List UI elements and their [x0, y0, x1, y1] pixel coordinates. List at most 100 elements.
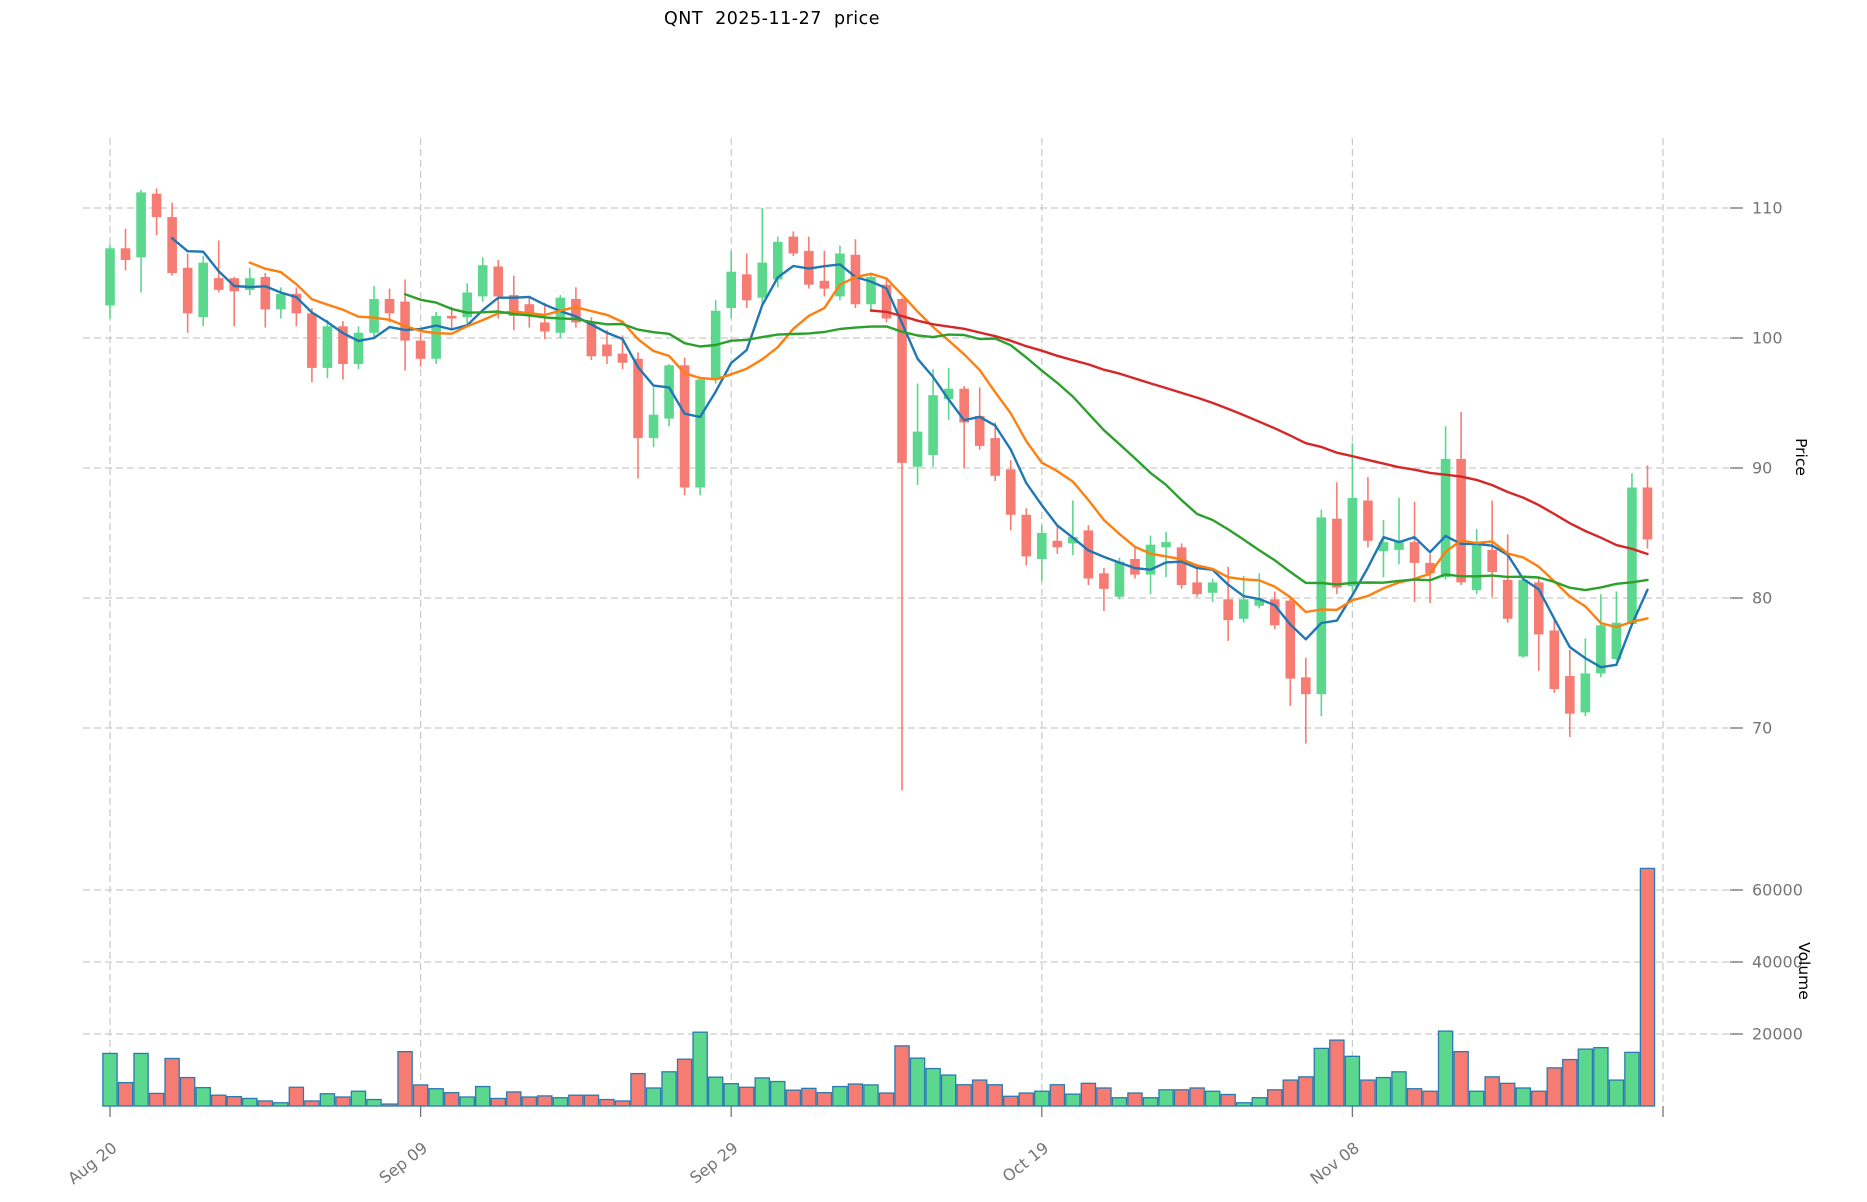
candle-body — [866, 276, 876, 305]
volume-bar — [490, 1097, 506, 1107]
ma10-line — [248, 261, 1649, 629]
volume-bar — [381, 1103, 398, 1107]
x-tick-label: Sep 29 — [686, 1138, 742, 1187]
candle-body — [415, 340, 426, 359]
candle-body — [1316, 517, 1327, 695]
volume-bar — [1468, 1090, 1485, 1107]
volume-tick-label: 40000 — [1752, 953, 1803, 972]
volume-bar — [133, 1052, 149, 1107]
x-tick-label: Aug 20 — [64, 1138, 120, 1188]
volume-bar — [1313, 1047, 1330, 1107]
volume-bar — [894, 1045, 910, 1107]
volume-bar — [304, 1100, 320, 1107]
candle-body — [602, 344, 612, 357]
candle-body — [151, 193, 162, 218]
candle-body — [1114, 561, 1125, 597]
volume-bar — [707, 1076, 724, 1107]
volume-bar — [459, 1096, 475, 1107]
volume-bar — [1453, 1050, 1469, 1107]
volume-bar — [738, 1086, 755, 1107]
volume-bar — [987, 1084, 1003, 1107]
candle-body — [633, 358, 643, 439]
volume-bar — [583, 1094, 600, 1107]
candle-body — [1502, 579, 1513, 619]
candle-body — [571, 299, 581, 323]
candle-body — [431, 315, 441, 359]
candle-body — [586, 322, 597, 357]
candle-body — [400, 301, 410, 341]
candle-body — [1378, 542, 1389, 552]
candle-body — [291, 293, 302, 314]
candle-body — [136, 192, 146, 258]
price-tick-label: 110 — [1752, 199, 1783, 218]
candle-body — [1596, 625, 1606, 674]
volume-bar — [863, 1084, 879, 1107]
candle-body — [1471, 542, 1482, 591]
price-axis-label: Price — [1791, 438, 1810, 476]
volume-bar — [226, 1095, 242, 1107]
volume-bar — [1002, 1095, 1019, 1107]
volume-bar — [1422, 1090, 1438, 1107]
candle-body — [726, 271, 736, 309]
candle-body — [1580, 673, 1591, 713]
volume-bar — [210, 1094, 227, 1107]
volume-bar — [1515, 1087, 1531, 1107]
candle-body — [664, 365, 674, 419]
price-tick-label: 70 — [1752, 719, 1772, 738]
volume-bar — [552, 1097, 569, 1107]
candle-body — [213, 278, 224, 290]
candle-body — [928, 395, 938, 455]
volume-bar — [397, 1050, 413, 1107]
candle-body — [1285, 600, 1296, 679]
candle-body — [1440, 458, 1451, 578]
candle-body — [1409, 542, 1420, 563]
candle-body — [1254, 599, 1265, 606]
volume-bar — [1562, 1058, 1578, 1107]
volume-bar — [1096, 1087, 1112, 1107]
candle-body — [198, 262, 208, 318]
chart-title: QNT 2025-11-27 price — [663, 9, 881, 29]
candle-body — [1611, 622, 1622, 660]
volume-bar — [242, 1097, 258, 1107]
candle-body — [850, 254, 861, 305]
volume-bar — [692, 1031, 708, 1107]
x-tick-label: Sep 09 — [376, 1138, 432, 1187]
candle-body — [1037, 533, 1047, 559]
volume-bar — [164, 1057, 180, 1107]
candle-body — [1642, 487, 1653, 540]
volume-bar — [506, 1091, 522, 1107]
volume-bar — [1344, 1055, 1361, 1107]
candle-body — [648, 414, 659, 439]
volume-bar — [1080, 1082, 1097, 1107]
volume-bar — [816, 1092, 833, 1107]
volume-bar — [412, 1084, 429, 1107]
volume-bar — [474, 1085, 491, 1107]
x-tick-label: Oct 19 — [999, 1138, 1053, 1186]
volume-bar — [971, 1079, 988, 1107]
volume-bar — [1282, 1079, 1299, 1107]
volume-bar — [1437, 1030, 1454, 1107]
volume-bar — [428, 1088, 444, 1107]
volume-bar — [1298, 1076, 1314, 1107]
candle-body — [540, 322, 550, 332]
candle-body — [338, 326, 348, 364]
volume-bar — [350, 1090, 367, 1107]
candle-body — [1518, 579, 1529, 657]
candle-body — [105, 248, 115, 306]
candle-body — [1347, 497, 1358, 587]
candle-body — [1176, 547, 1187, 585]
candle-body — [322, 326, 333, 368]
x-tick-label: Nov 08 — [1307, 1138, 1363, 1188]
volume-bar — [1018, 1092, 1035, 1107]
candle-body — [1487, 549, 1497, 572]
candle-body — [1223, 599, 1233, 621]
volume-bar — [273, 1102, 289, 1107]
candle-body — [1192, 582, 1202, 595]
candle-body — [741, 274, 752, 301]
volume-bar — [878, 1092, 895, 1107]
volume-bar — [1499, 1082, 1516, 1107]
candle-body — [1207, 582, 1218, 593]
volume-bar — [335, 1096, 351, 1107]
volume-bar — [179, 1076, 196, 1107]
